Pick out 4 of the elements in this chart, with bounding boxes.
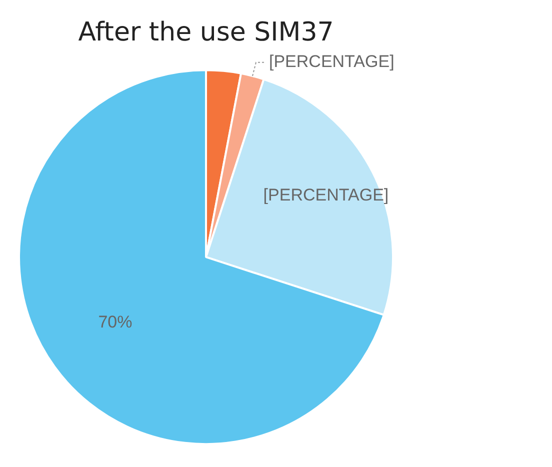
data-label: [PERCENTAGE] bbox=[263, 186, 389, 205]
chart-title: After the use SIM37 bbox=[78, 17, 334, 48]
data-label: 70% bbox=[98, 312, 132, 332]
data-label: [PERCENTAGE] bbox=[268, 52, 394, 72]
